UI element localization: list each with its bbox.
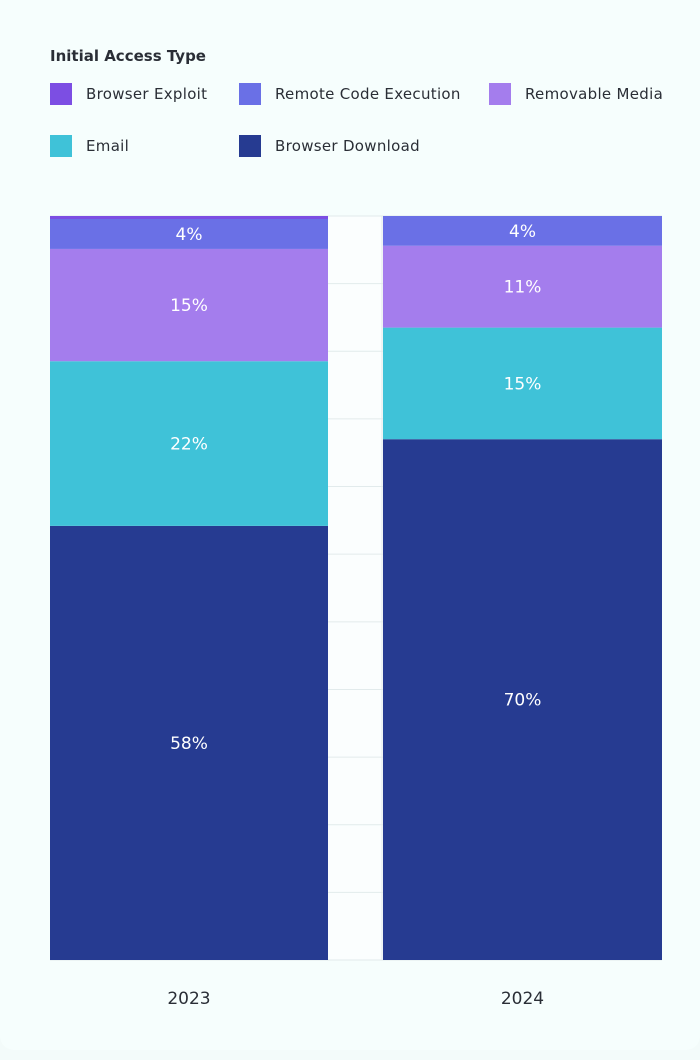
- data-label-removable-media-2023: 15%: [170, 296, 208, 316]
- legend-label-email: Email: [86, 137, 130, 155]
- legend-item-remote-code-execution: Remote Code Execution: [239, 83, 461, 105]
- bar-segment-removable-media-2024: [383, 245, 662, 328]
- data-label-browser-download-2024: 70%: [504, 691, 542, 711]
- bar-segment-email-2024: [383, 327, 662, 440]
- bar-segment-removable-media-2023: [50, 248, 328, 362]
- legend-title: Initial Access Type: [50, 47, 206, 65]
- bar-segment-browser-download-2024: [383, 439, 662, 960]
- data-label-remote-code-execution-2024: 4%: [509, 222, 536, 242]
- bar-segment-remote-code-execution-2023: [50, 218, 328, 249]
- legend-label-removable-media: Removable Media: [525, 85, 664, 103]
- legend-item-browser-download: Browser Download: [239, 135, 420, 157]
- legend-item-removable-media: Removable Media: [489, 83, 663, 105]
- data-label-browser-download-2023: 58%: [170, 734, 208, 754]
- bar-segment-remote-code-execution-2024: [383, 216, 662, 246]
- legend-swatch-removable-media: [489, 83, 511, 105]
- x-tick-label-2023: 2023: [167, 989, 210, 1009]
- legend-item-browser-exploit: Browser Exploit: [50, 83, 207, 105]
- bar-segment-browser-exploit-2023: [50, 216, 328, 219]
- data-label-remote-code-execution-2023: 4%: [176, 225, 203, 245]
- legend-swatch-browser-exploit: [50, 83, 72, 105]
- legend-label-remote-code-execution: Remote Code Execution: [275, 85, 461, 103]
- legend-label-browser-download: Browser Download: [275, 137, 420, 155]
- legend-item-email: Email: [50, 135, 129, 157]
- legend-swatch-remote-code-execution: [239, 83, 261, 105]
- data-label-removable-media-2024: 11%: [504, 278, 542, 298]
- data-label-email-2024: 15%: [504, 374, 542, 394]
- data-label-email-2023: 22%: [170, 435, 208, 455]
- x-tick-label-2024: 2024: [501, 989, 544, 1009]
- bar-segment-email-2023: [50, 361, 328, 526]
- legend-swatch-email: [50, 135, 72, 157]
- legend-swatch-browser-download: [239, 135, 261, 157]
- legend-label-browser-exploit: Browser Exploit: [86, 85, 208, 103]
- bar-segment-browser-download-2023: [50, 525, 328, 960]
